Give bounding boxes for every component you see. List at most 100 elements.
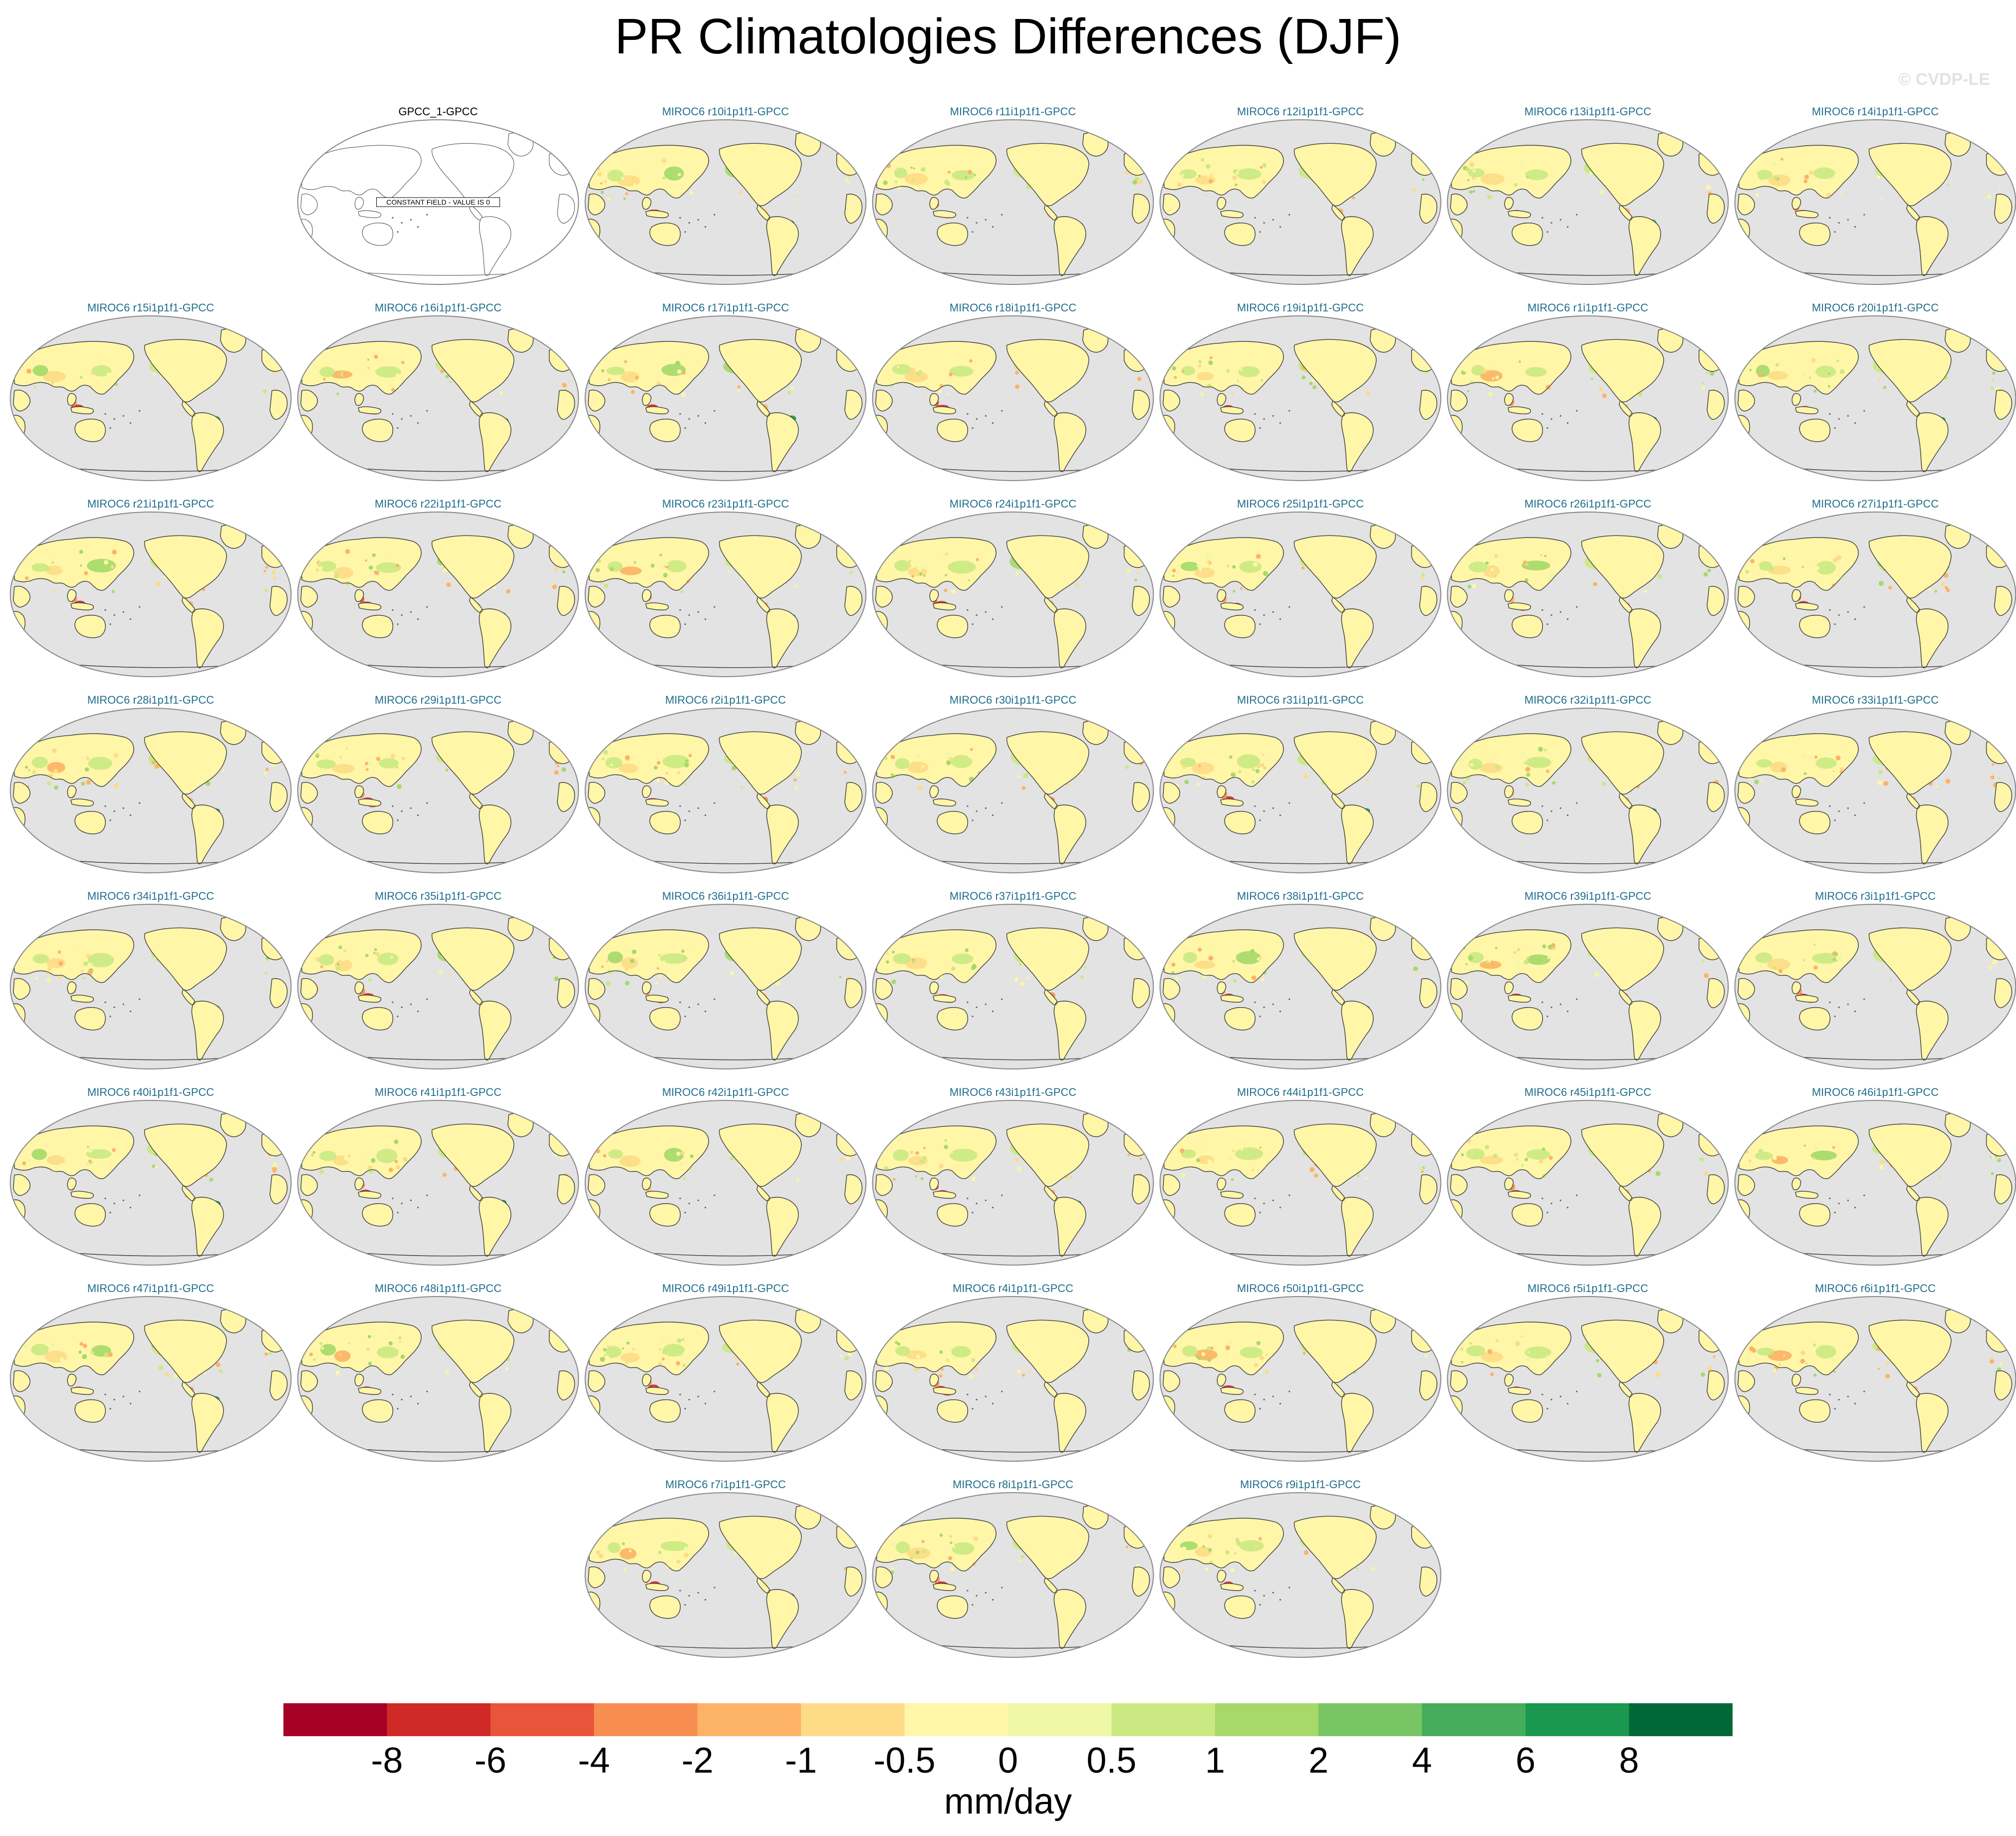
coastline-seasia <box>1217 197 1227 210</box>
model-panel: MIROC6 r4i1p1f1-GPCC <box>869 1282 1157 1466</box>
coastline-eurasia <box>1451 145 1571 199</box>
coastline-seasia <box>354 1373 364 1387</box>
coastline-seasia <box>929 1570 939 1583</box>
pacific-islands <box>1254 1194 1290 1214</box>
coastline-camerica <box>1619 204 1633 221</box>
ocean <box>872 316 1154 481</box>
pacific-islands <box>1254 214 1290 233</box>
model-panel: MIROC6 r23i1p1f1-GPCC <box>582 497 869 682</box>
coastline-camerica <box>756 792 770 809</box>
coastline-wafrica <box>269 586 288 616</box>
coastline-arabia <box>1450 978 1468 1000</box>
coastline-wafrica <box>557 782 575 812</box>
coastline-arabia <box>1738 1370 1755 1392</box>
panel-title: MIROC6 r9i1p1f1-GPCC <box>1240 1478 1361 1491</box>
coastline-seasia <box>642 981 652 995</box>
panel-title: MIROC6 r24i1p1f1-GPCC <box>949 498 1077 510</box>
map-frame <box>584 1492 867 1658</box>
map-frame <box>1447 512 1729 677</box>
coastline-namerica <box>144 535 227 599</box>
coastline-indonesia <box>645 210 669 218</box>
panel-title: MIROC6 r25i1p1f1-GPCC <box>1237 498 1364 510</box>
panel-title: MIROC6 r38i1p1f1-GPCC <box>1237 890 1364 902</box>
pacific-islands <box>679 802 716 821</box>
pacific-islands <box>392 998 428 1018</box>
coastline-wafrica <box>557 1370 575 1400</box>
coastline-samerica <box>1628 216 1661 276</box>
colorbar-tick-label: -8 <box>371 1741 403 1781</box>
ocean <box>1447 316 1729 481</box>
colorbar-tick-label: -0.5 <box>873 1741 936 1781</box>
coastline-camerica <box>1906 989 1920 1005</box>
coastline-arabia <box>1163 782 1180 804</box>
coastline-samerica <box>1341 804 1374 864</box>
pacific-islands <box>1541 214 1578 233</box>
panel-title: MIROC6 r34i1p1f1-GPCC <box>87 890 215 902</box>
coastline-indonesia <box>933 798 956 806</box>
coastline-indonesia <box>645 1191 669 1199</box>
coastline-samerica <box>1341 1001 1374 1060</box>
panel-title: MIROC6 r17i1p1f1-GPCC <box>662 301 789 314</box>
coastline-australia <box>1224 811 1256 834</box>
model-panel: MIROC6 r31i1p1f1-GPCC <box>1157 693 1444 878</box>
pacific-islands <box>1541 410 1578 429</box>
coastline-arabia <box>875 390 893 412</box>
coastline-camerica <box>1331 204 1345 221</box>
coastline-seasia <box>1217 981 1227 995</box>
coastline-namerica <box>1006 731 1089 795</box>
coastline-australia <box>649 1399 681 1423</box>
coastline-wafrica <box>1707 1174 1725 1204</box>
coastline-samerica <box>766 412 799 472</box>
map-frame <box>1447 1296 1729 1462</box>
model-panel: MIROC6 r22i1p1f1-GPCC <box>294 497 582 682</box>
ocean <box>585 316 866 481</box>
pacific-islands <box>392 1194 428 1214</box>
ocean <box>297 1297 579 1461</box>
world-map <box>297 904 579 1069</box>
coastline-camerica <box>1044 204 1058 221</box>
world-map <box>1447 1296 1729 1462</box>
world-map <box>9 512 292 677</box>
colorbar-tick-label: 0.5 <box>1086 1741 1137 1781</box>
coastline-namerica <box>1868 731 1952 795</box>
map-frame <box>9 904 292 1069</box>
coastline-samerica <box>191 1001 224 1060</box>
coastline-australia <box>1224 419 1256 442</box>
panel-title: MIROC6 r41i1p1f1-GPCC <box>374 1086 502 1098</box>
world-map <box>297 512 579 677</box>
pacific-islands <box>679 998 716 1018</box>
ocean <box>1447 120 1729 284</box>
model-panel: MIROC6 r50i1p1f1-GPCC <box>1157 1282 1444 1466</box>
model-panel: MIROC6 r5i1p1f1-GPCC <box>1444 1282 1732 1466</box>
world-map <box>872 1492 1154 1658</box>
coastline-samerica <box>766 1197 799 1257</box>
coastline-namerica <box>1006 1123 1089 1187</box>
coastline-australia <box>362 615 393 638</box>
panel-title: MIROC6 r10i1p1f1-GPCC <box>662 105 789 118</box>
panel-title: MIROC6 r22i1p1f1-GPCC <box>374 498 502 510</box>
coastline-camerica <box>1619 596 1633 613</box>
map-frame <box>1159 315 1442 481</box>
coastline-arabia <box>300 782 318 804</box>
colorbar-segment <box>490 1703 594 1736</box>
pacific-islands <box>104 1390 141 1410</box>
coastline-samerica <box>1628 804 1661 864</box>
coastline-eurasia <box>876 145 997 199</box>
coastline-seasia <box>1504 589 1514 602</box>
coastline-eurasia <box>1739 537 1859 591</box>
coastline-namerica <box>1293 1319 1377 1383</box>
model-panel: MIROC6 r3i1p1f1-GPCC <box>1732 889 2016 1074</box>
constant-field-box <box>376 197 500 207</box>
coastline-indonesia <box>645 1583 669 1591</box>
pacific-islands <box>104 802 141 821</box>
coastline-camerica <box>469 792 483 809</box>
coastline-samerica <box>1053 1589 1086 1649</box>
coastline-seasia <box>67 1177 77 1191</box>
map-frame <box>1447 708 1729 873</box>
coastline-australia <box>937 419 968 442</box>
coastline-indonesia <box>1220 798 1244 806</box>
coastline-eurasia <box>589 341 709 395</box>
map-frame <box>1734 119 2016 285</box>
model-panel: MIROC6 r25i1p1f1-GPCC <box>1157 497 1444 682</box>
coastline-australia <box>362 1007 393 1031</box>
